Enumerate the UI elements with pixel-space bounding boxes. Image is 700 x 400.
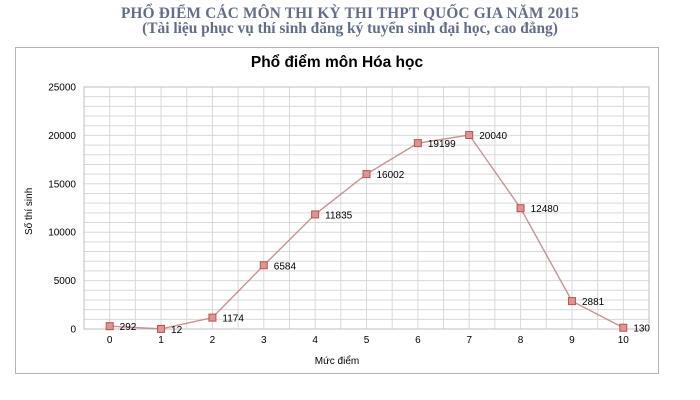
svg-text:4: 4 xyxy=(312,335,318,346)
svg-text:2: 2 xyxy=(210,335,216,346)
svg-text:11835: 11835 xyxy=(325,210,353,221)
svg-text:6: 6 xyxy=(415,335,421,346)
svg-text:0: 0 xyxy=(107,335,113,346)
svg-text:12: 12 xyxy=(171,325,183,336)
svg-text:16002: 16002 xyxy=(377,170,405,181)
svg-text:6584: 6584 xyxy=(274,261,297,272)
svg-text:8: 8 xyxy=(518,335,524,346)
svg-text:3: 3 xyxy=(261,335,267,346)
svg-text:9: 9 xyxy=(569,335,575,346)
svg-text:5: 5 xyxy=(364,335,370,346)
svg-text:25000: 25000 xyxy=(48,83,76,94)
svg-text:5000: 5000 xyxy=(54,276,77,287)
svg-text:292: 292 xyxy=(120,322,137,333)
svg-text:19199: 19199 xyxy=(428,139,456,150)
svg-text:10000: 10000 xyxy=(48,228,76,239)
svg-text:1: 1 xyxy=(158,335,164,346)
svg-text:20000: 20000 xyxy=(48,131,76,142)
svg-text:0: 0 xyxy=(70,325,76,336)
svg-text:12480: 12480 xyxy=(531,204,559,215)
svg-text:7: 7 xyxy=(466,335,472,346)
svg-text:2881: 2881 xyxy=(582,297,605,308)
svg-text:10: 10 xyxy=(618,335,630,346)
svg-text:130: 130 xyxy=(633,324,650,335)
svg-text:1174: 1174 xyxy=(222,314,244,325)
svg-text:15000: 15000 xyxy=(48,179,76,190)
svg-text:20040: 20040 xyxy=(479,131,507,142)
